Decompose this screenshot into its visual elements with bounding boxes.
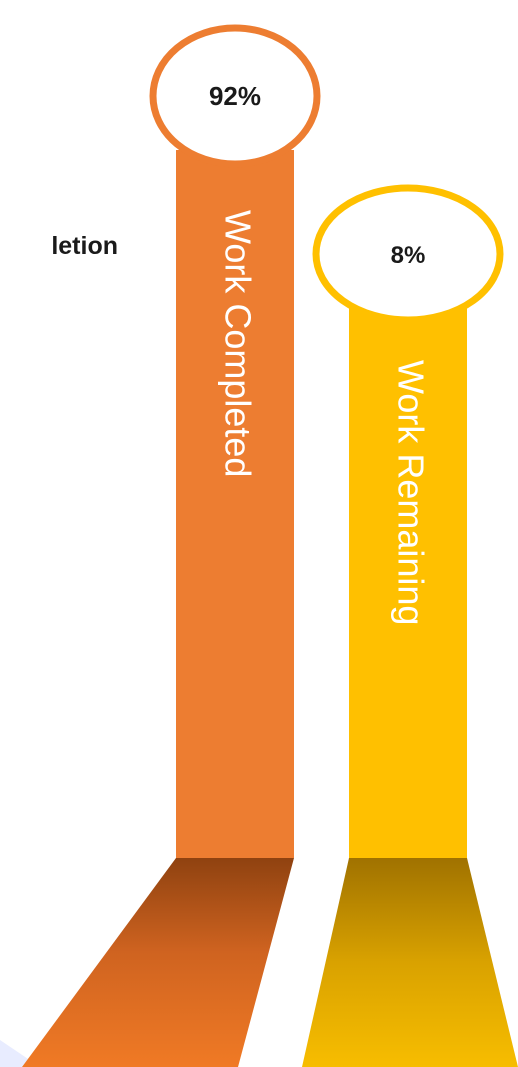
- work-remaining-series-label: Work Remaining: [390, 360, 431, 625]
- work-completed-series-label: Work Completed: [217, 210, 258, 477]
- work-remaining-base: [302, 858, 518, 1067]
- work-remaining-bar: [349, 300, 467, 858]
- partial-heading: letion: [51, 232, 118, 260]
- work-completed-base: [22, 858, 294, 1067]
- work-completed-bar: [176, 150, 294, 858]
- work-completed-bubble: [149, 24, 321, 168]
- work-remaining-bubble: [312, 184, 504, 324]
- work-remaining-value-label: 8%: [391, 242, 426, 269]
- work-completed-value-label: 92%: [209, 81, 261, 111]
